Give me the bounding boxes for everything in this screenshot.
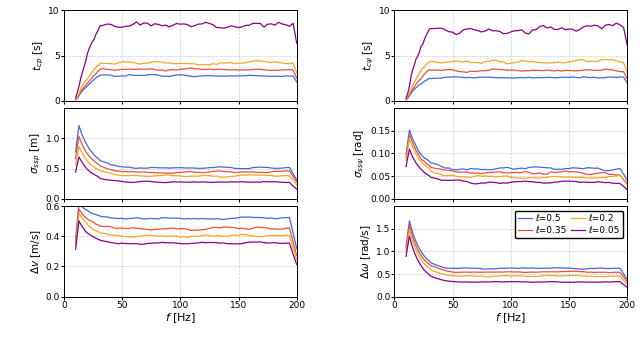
Legend: ℓ=0.5, ℓ=0.35, ℓ=0.2, ℓ=0.05: ℓ=0.5, ℓ=0.35, ℓ=0.2, ℓ=0.05 <box>515 210 623 238</box>
Y-axis label: $\Delta\omega$ [rad/s]: $\Delta\omega$ [rad/s] <box>359 224 373 279</box>
X-axis label: $f$ [Hz]: $f$ [Hz] <box>165 311 196 325</box>
Y-axis label: $\sigma_{ss\psi}$ [rad]: $\sigma_{ss\psi}$ [rad] <box>353 129 367 178</box>
Y-axis label: $t_{c\psi}$ [s]: $t_{c\psi}$ [s] <box>362 40 376 71</box>
Y-axis label: $\sigma_{ssp}$ [m]: $\sigma_{ssp}$ [m] <box>28 133 43 174</box>
Y-axis label: $\Delta v$ [m/s]: $\Delta v$ [m/s] <box>29 229 43 274</box>
Y-axis label: $t_{cp}$ [s]: $t_{cp}$ [s] <box>31 40 45 71</box>
X-axis label: $f$ [Hz]: $f$ [Hz] <box>495 311 526 325</box>
